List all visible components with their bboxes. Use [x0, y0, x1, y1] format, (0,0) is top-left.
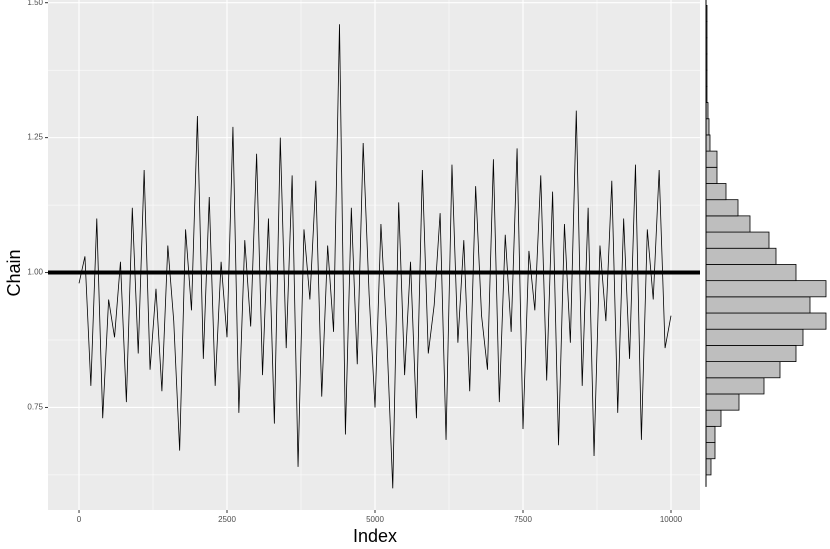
histogram-bar [705, 150, 718, 168]
y-tick-label: 1.00 [27, 268, 43, 277]
histogram-bar [705, 409, 722, 427]
histogram-bar [705, 377, 765, 395]
histogram-bar [705, 312, 827, 330]
histogram-bar [705, 231, 770, 249]
histogram-bar [705, 393, 740, 411]
histogram-bar [705, 442, 716, 460]
y-tick-label: 1.50 [27, 0, 43, 7]
x-tick-label: 10000 [660, 515, 683, 524]
y-axis-title: Chain [4, 249, 24, 296]
histogram-bar [705, 215, 751, 233]
plot [48, 24, 700, 489]
histogram-bar [705, 247, 777, 265]
y-tick-label: 0.75 [27, 403, 43, 412]
histogram-bar [705, 280, 827, 298]
x-tick-label: 0 [77, 515, 82, 524]
histogram-bar [705, 361, 781, 379]
x-tick-label: 2500 [218, 515, 236, 524]
histogram-bar [705, 134, 711, 152]
x-tick-label: 5000 [366, 515, 384, 524]
histogram-bar [705, 264, 797, 282]
histogram-bar [705, 199, 739, 217]
y-tick-label: 1.25 [27, 133, 43, 142]
histogram-bar [705, 166, 718, 184]
histogram-bar [705, 328, 804, 346]
histogram-bar [705, 296, 811, 314]
x-axis-title: Index [353, 526, 397, 546]
histogram-bar [705, 344, 797, 362]
histogram-bar [705, 183, 727, 201]
panel [48, 0, 700, 510]
histogram-bar [705, 458, 712, 476]
histogram-bar [705, 425, 716, 443]
trace-line [78, 24, 672, 489]
x-tick-label: 7500 [514, 515, 532, 524]
